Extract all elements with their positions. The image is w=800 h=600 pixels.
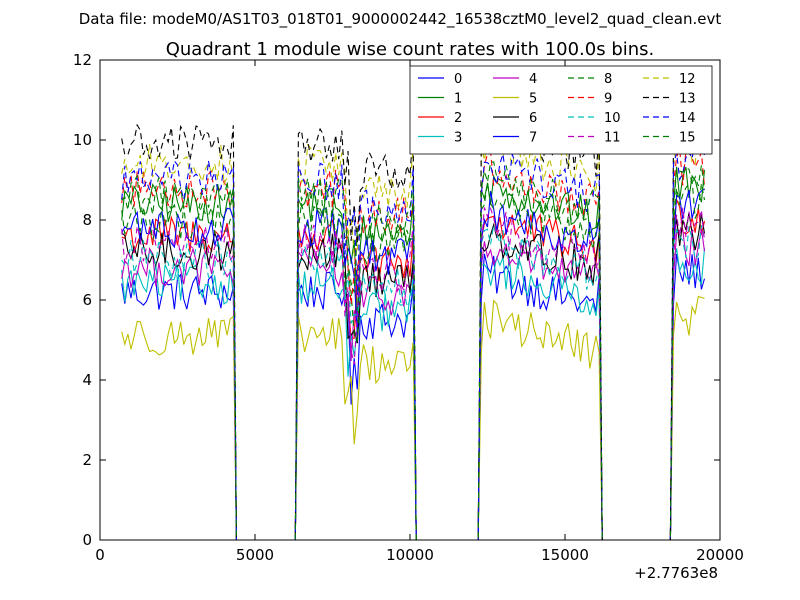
x-offset-label: +2.7763e8: [634, 564, 718, 582]
legend-label-15: 15: [679, 131, 696, 146]
series-line-5: [121, 295, 705, 540]
x-tick-label: 10000: [386, 546, 434, 564]
series-layer: [121, 109, 706, 540]
legend-label-4: 4: [529, 72, 537, 87]
legend-label-12: 12: [679, 72, 696, 87]
series-line-15: [121, 161, 706, 540]
y-tick-label: 10: [73, 131, 92, 149]
y-tick-label: 12: [73, 51, 92, 69]
legend-label-11: 11: [604, 131, 621, 146]
legend-label-13: 13: [679, 92, 696, 107]
header-note: Data file: modeM0/AS1T03_018T01_90000024…: [79, 10, 722, 29]
legend-label-3: 3: [454, 131, 462, 146]
x-tick-label: 15000: [541, 546, 589, 564]
x-tick-label: 20000: [696, 546, 744, 564]
chart-title: Quadrant 1 module wise count rates with …: [166, 39, 655, 60]
legend-label-1: 1: [454, 92, 462, 107]
x-tick-label: 0: [95, 546, 105, 564]
x-tick-label: 5000: [236, 546, 274, 564]
y-tick-label: 6: [82, 291, 92, 309]
y-tick-label: 4: [82, 371, 92, 389]
legend-label-5: 5: [529, 92, 537, 107]
legend-label-14: 14: [679, 111, 696, 126]
legend-label-8: 8: [604, 72, 612, 87]
legend-box: [409, 65, 713, 155]
legend-label-0: 0: [454, 72, 462, 87]
y-tick-label: 8: [82, 211, 92, 229]
legend-label-10: 10: [604, 111, 621, 126]
y-tick-label: 0: [82, 531, 92, 549]
legend-label-2: 2: [454, 111, 462, 126]
legend-label-6: 6: [529, 111, 537, 126]
series-line-14: [121, 138, 705, 540]
legend-label-9: 9: [604, 92, 612, 107]
y-tick-label: 2: [82, 451, 92, 469]
legend-label-7: 7: [529, 131, 537, 146]
series-line-10: [121, 225, 706, 540]
